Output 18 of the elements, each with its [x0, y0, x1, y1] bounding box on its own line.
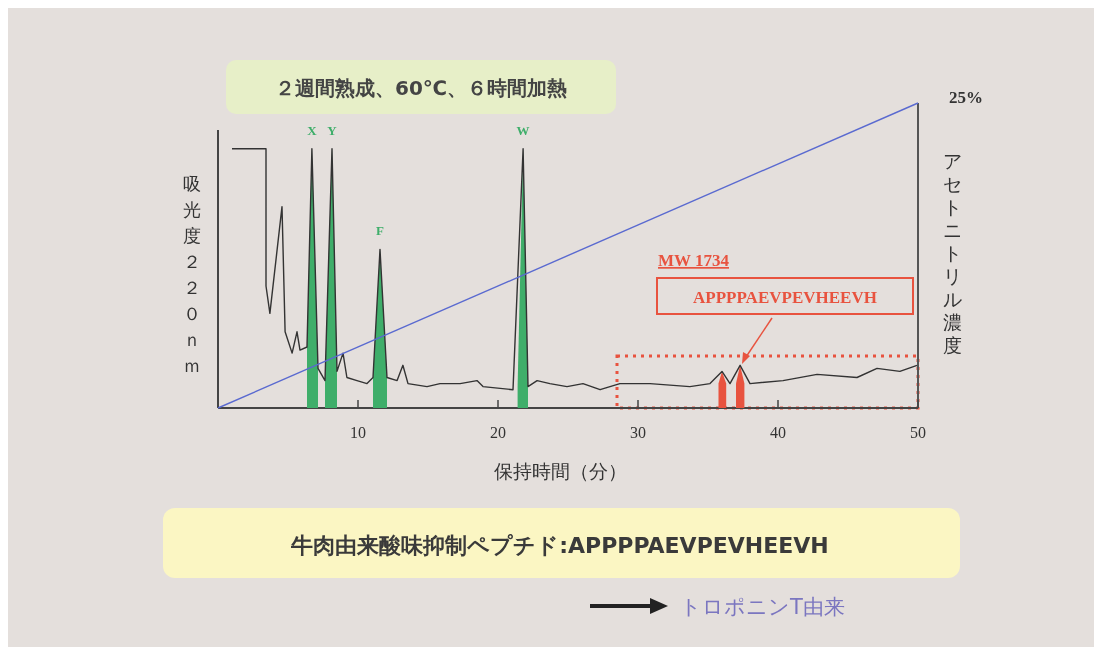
annotation: Y [327, 122, 338, 138]
annotation: X [307, 122, 318, 138]
x-tick-label: 20 [490, 424, 506, 441]
x-tick-label: 40 [770, 424, 786, 441]
x-tick-label: 10 [350, 424, 366, 441]
x-axis-title: 保持時間（分） [493, 460, 627, 482]
annotation: W [516, 122, 530, 138]
text: アセトニトリル濃度 [942, 150, 962, 356]
annotation: APPPPAEVPEVHEEVH [693, 288, 877, 307]
annotation: MW 1734 [658, 251, 730, 270]
annotation: F [376, 223, 384, 239]
text: 牛肉由来酸味抑制ペプチド:APPPPAEVPEVHEEVH [290, 533, 829, 558]
x-tick-label: 50 [910, 424, 926, 441]
chart-title: ２週間熟成、60℃、６時間加熱 [274, 76, 568, 100]
annotation: 25% [949, 88, 983, 107]
y-axis-title: 吸光度２２０ｎｍ [183, 173, 201, 376]
text: トロポニンT由来 [680, 595, 845, 619]
x-tick-label: 30 [630, 424, 646, 441]
